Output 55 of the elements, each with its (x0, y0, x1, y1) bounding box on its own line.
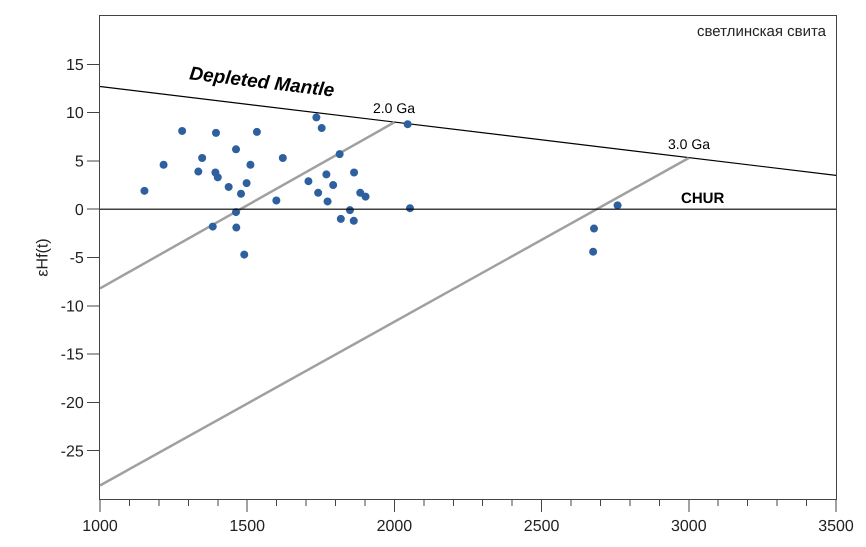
x-tick-label: 3000 (671, 518, 707, 536)
y-axis-title: εHf(t) (34, 238, 52, 277)
point (208, 222, 217, 231)
point (589, 248, 598, 256)
point (224, 182, 233, 191)
point (318, 124, 326, 132)
y-tick-label: -10 (60, 298, 84, 316)
y-tick-label: 0 (74, 202, 84, 219)
y-tick-label: 5 (74, 154, 84, 170)
point (614, 201, 622, 210)
point (160, 160, 168, 169)
point (336, 150, 344, 158)
point (324, 197, 332, 206)
point (237, 190, 246, 198)
series-label: 3.0 Ga (668, 136, 710, 152)
point (246, 160, 254, 169)
point (314, 188, 322, 197)
point (350, 216, 358, 225)
point (140, 186, 148, 195)
x-tick-label: 2500 (524, 518, 560, 536)
point (404, 120, 412, 128)
y-tick-label: 15 (66, 56, 84, 74)
x-tick-label: 1000 (82, 518, 118, 536)
x-tick-label: 3500 (818, 518, 854, 536)
annotation: светлинская свита (697, 23, 827, 40)
point (240, 250, 248, 259)
point (242, 179, 251, 188)
point (232, 224, 240, 232)
x-tick-label: 1500 (229, 518, 266, 536)
point (336, 214, 345, 223)
point (329, 181, 338, 190)
point (278, 154, 287, 162)
y-tick-label: -15 (60, 346, 84, 364)
point (212, 128, 220, 137)
y-tick-label: -20 (60, 395, 84, 412)
ref-line-label: CHUR (681, 190, 724, 207)
point (272, 196, 280, 205)
point (232, 145, 240, 154)
y-tick-label: -25 (60, 443, 84, 460)
point (350, 168, 358, 176)
series-label: 2.0 Ga (373, 100, 416, 116)
text: Depleted Mantle (188, 63, 336, 102)
point (194, 168, 202, 176)
y-tick-label: -5 (70, 250, 84, 268)
x-tick-label: 2000 (376, 518, 412, 536)
point (178, 126, 186, 135)
point (322, 170, 330, 178)
point (214, 173, 222, 182)
point (252, 128, 261, 136)
point (362, 192, 370, 201)
point (304, 177, 312, 186)
point (198, 154, 206, 162)
point (590, 224, 598, 233)
point (312, 113, 320, 122)
y-tick-label: 10 (66, 105, 84, 122)
